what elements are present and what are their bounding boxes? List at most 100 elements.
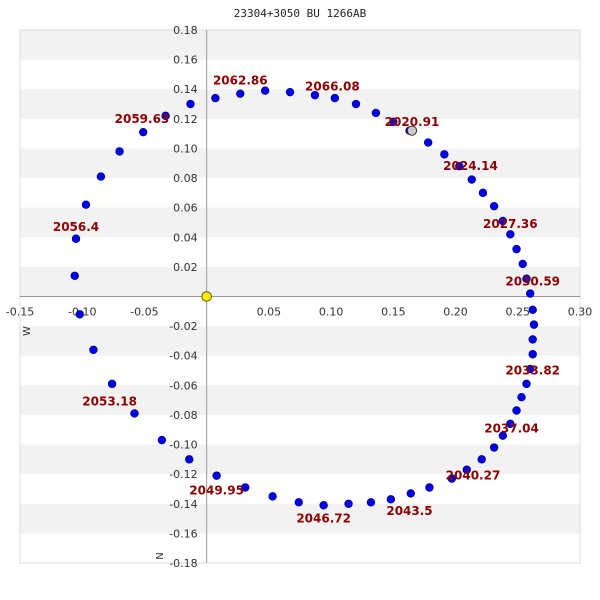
year-label: 2053.18 (82, 395, 137, 409)
grid-band (20, 148, 580, 179)
orbit-point (462, 465, 471, 474)
orbit-point (330, 93, 340, 103)
year-labels: 2020.91 2024.14 2027.36 2030.59 2033.82 2037.… (53, 73, 560, 525)
orbit-point (498, 216, 508, 226)
orbit-point (522, 274, 531, 283)
orbit-point (425, 483, 434, 492)
year-label: 2049.95 (189, 483, 244, 497)
grid-band (20, 207, 580, 238)
year-label: 2046.72 (296, 512, 351, 526)
year-label: 2020.91 (385, 115, 440, 129)
orbit-point (528, 305, 537, 315)
orbit-point (389, 117, 398, 126)
orbit-point (285, 87, 295, 97)
axis-letter-w: W (22, 326, 33, 336)
orbit-point (406, 489, 415, 498)
orbit-point (478, 188, 488, 198)
orbit-point (423, 138, 433, 147)
orbit-point (517, 392, 526, 402)
orbit-point (477, 455, 486, 464)
orbit-point (526, 289, 535, 298)
orbit-point (241, 483, 250, 492)
year-label: 2043.5 (386, 504, 432, 518)
x-tick-label: 0.10 (319, 306, 344, 319)
orbit-point (447, 474, 457, 483)
orbit-point (211, 93, 220, 103)
y-tick-label: -0.08 (169, 409, 197, 422)
y-tick-label: -0.02 (169, 320, 197, 333)
orbit-point (529, 320, 539, 329)
x-tick-label: -0.15 (6, 306, 34, 319)
y-tick-label: -0.18 (169, 557, 197, 570)
orbit-point (89, 345, 98, 354)
x-tick-label: -0.05 (130, 306, 158, 319)
orbit-point (75, 310, 84, 319)
y-tick-label: 0.16 (173, 54, 198, 67)
x-tick-label: 0.15 (381, 306, 406, 319)
orbit-point (506, 419, 515, 429)
orbit-point (138, 127, 148, 137)
year-label: 2024.14 (443, 159, 498, 173)
orbit-point (371, 108, 381, 118)
orbit-point (512, 244, 521, 254)
orbit-point (455, 162, 464, 171)
orbit-point (71, 234, 81, 243)
orbit-point (512, 406, 521, 415)
chart-title: 23304+3050 BU 1266AB (234, 7, 367, 20)
y-tick-label: 0.04 (173, 231, 198, 244)
x-tick-label: 0.20 (443, 306, 468, 319)
y-tick-label: 0.10 (173, 142, 198, 155)
tick-labels: -0.15 -0.10 -0.05 0.05 0.10 0.15 0.20 0.25 0.30 0… (6, 24, 592, 570)
orbit-point (186, 99, 195, 109)
grid-band (20, 503, 580, 534)
y-tick-label: -0.14 (169, 498, 197, 511)
orbit-point (185, 455, 194, 464)
orbit-point (366, 498, 376, 507)
y-tick-label: 0.08 (173, 172, 198, 185)
current-position-point (406, 125, 418, 136)
grid-band (20, 385, 580, 415)
orbit-point (440, 150, 449, 159)
orbit-point (386, 495, 396, 504)
grid-band (20, 89, 580, 119)
grid-band (20, 444, 580, 475)
primary-star-point (201, 291, 212, 302)
y-tick-label: -0.06 (169, 379, 197, 392)
year-label: 2037.04 (484, 421, 539, 435)
orbit-point (344, 499, 353, 508)
orbit-point (526, 364, 535, 374)
y-tick-label: -0.16 (169, 527, 197, 540)
orbit-point (310, 90, 320, 100)
year-label: 2027.36 (483, 217, 538, 231)
y-tick-label: 0.18 (173, 24, 198, 37)
orbit-point (498, 431, 508, 440)
x-tick-label: 0.25 (506, 306, 531, 319)
orbit-point (212, 471, 221, 480)
year-label: 2062.86 (213, 73, 268, 87)
orbit-point (130, 409, 139, 418)
year-label: 2066.08 (305, 79, 360, 93)
orbit-point (81, 200, 91, 209)
x-tick-label: 0.05 (257, 306, 282, 319)
year-label: 2040.27 (446, 469, 501, 483)
grid-band (20, 266, 580, 297)
orbit-point (236, 89, 245, 98)
orbit-point (351, 99, 361, 109)
orbit-point (157, 435, 167, 445)
axis-letter-n: N (155, 552, 166, 559)
grid-band (20, 30, 580, 60)
orbit-point (489, 443, 499, 452)
grid-bands (19, 29, 581, 564)
orbit-point (518, 259, 527, 269)
orbit-point (528, 350, 537, 359)
orbit-point (115, 147, 124, 156)
orbit-point (260, 86, 270, 95)
y-tick-label: -0.10 (169, 439, 197, 452)
year-label: 2056.4 (53, 220, 99, 234)
orbit-point (319, 501, 328, 510)
orbit-point (107, 379, 117, 389)
orbit-point (268, 492, 277, 501)
y-tick-label: 0.12 (173, 113, 198, 126)
orbit-point (294, 498, 303, 507)
